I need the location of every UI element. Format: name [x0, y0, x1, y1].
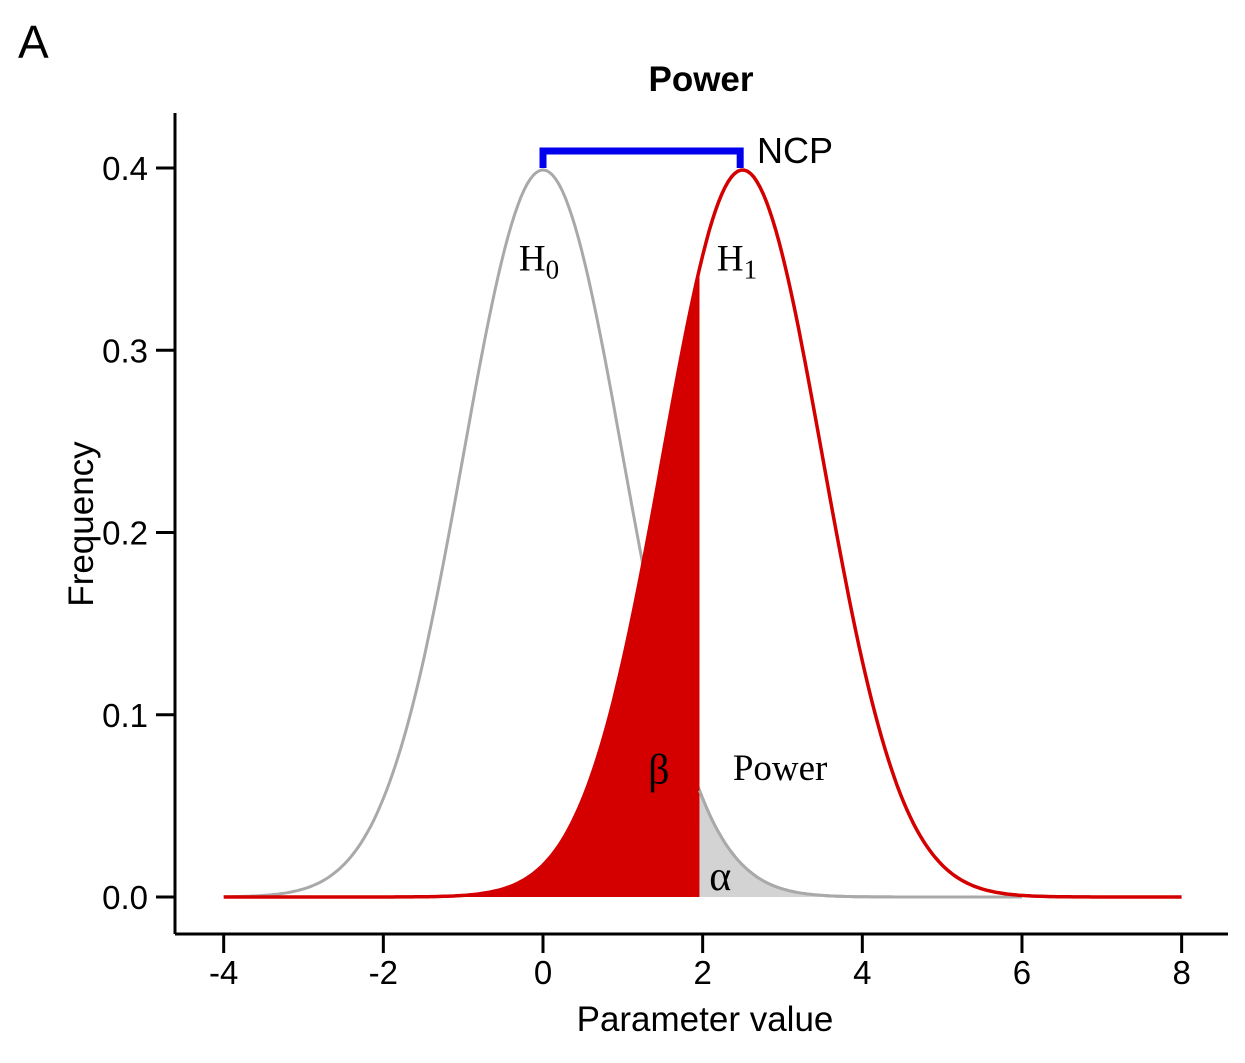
y-tick-label: 0.4 [102, 150, 148, 187]
panel-label: A [18, 16, 49, 68]
ncp-bracket [539, 147, 744, 168]
x-tick-label: 2 [693, 954, 711, 991]
x-tick-label: 6 [1013, 954, 1031, 991]
x-axis-title: Parameter value [577, 1000, 834, 1039]
h1-label: H1 [717, 238, 757, 284]
beta-label: β [648, 748, 669, 794]
chart-title: Power [648, 60, 753, 99]
y-tick-label: 0.0 [102, 879, 148, 916]
y-tick-group: 0.0 0.1 0.2 0.3 0.4 [102, 150, 175, 916]
y-tick-label: 0.3 [102, 332, 148, 369]
h0-label: H0 [519, 238, 559, 284]
alpha-shaded-region [699, 790, 1022, 897]
y-tick-label: 0.1 [102, 697, 148, 734]
h1-distribution-curve [223, 168, 1182, 899]
ncp-label: NCP [757, 130, 833, 171]
power-label: Power [733, 748, 828, 789]
x-tick-label: -4 [209, 954, 238, 991]
x-axis: -4 -2 0 2 4 6 8 [175, 932, 1228, 991]
h0-curve-alpha-outline [698, 789, 1022, 899]
x-tick-group: -4 -2 0 2 4 6 8 [209, 934, 1191, 991]
x-tick-label: -2 [369, 954, 398, 991]
x-tick-label: 4 [853, 954, 871, 991]
x-tick-label: 0 [534, 954, 552, 991]
y-axis: 0.0 0.1 0.2 0.3 0.4 [102, 113, 177, 934]
y-axis-title: Frequency [62, 441, 101, 607]
beta-shaded-region [223, 268, 700, 898]
x-tick-label: 8 [1172, 954, 1190, 991]
alpha-label: α [709, 854, 731, 900]
y-tick-label: 0.2 [102, 515, 148, 552]
